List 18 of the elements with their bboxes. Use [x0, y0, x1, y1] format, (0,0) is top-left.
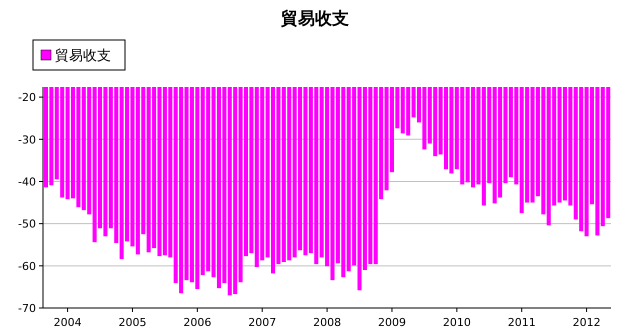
y-tick-label: -30: [18, 133, 36, 146]
x-tick-label: 2012: [572, 316, 601, 329]
x-tick-label: 2008: [313, 316, 342, 329]
y-tick-label: -60: [18, 260, 36, 273]
y-tick-label: -70: [18, 302, 36, 315]
y-tick-label: -50: [18, 218, 36, 231]
x-tick-label: 2005: [118, 316, 146, 329]
legend: 貿易收支: [32, 40, 126, 70]
x-tick-label: 2006: [183, 316, 212, 329]
x-tick-label: 2010: [442, 316, 471, 329]
y-tick-label: -40: [18, 175, 36, 188]
x-tick-label: 2011: [508, 316, 536, 329]
x-tick-label: 2004: [54, 316, 82, 329]
x-tick-label: 2007: [248, 316, 276, 329]
y-tick-label: -20: [18, 91, 36, 104]
x-tick-label: 2009: [378, 316, 406, 329]
legend-label: 貿易收支: [55, 48, 111, 64]
chart-title: 貿易收支: [280, 9, 349, 29]
